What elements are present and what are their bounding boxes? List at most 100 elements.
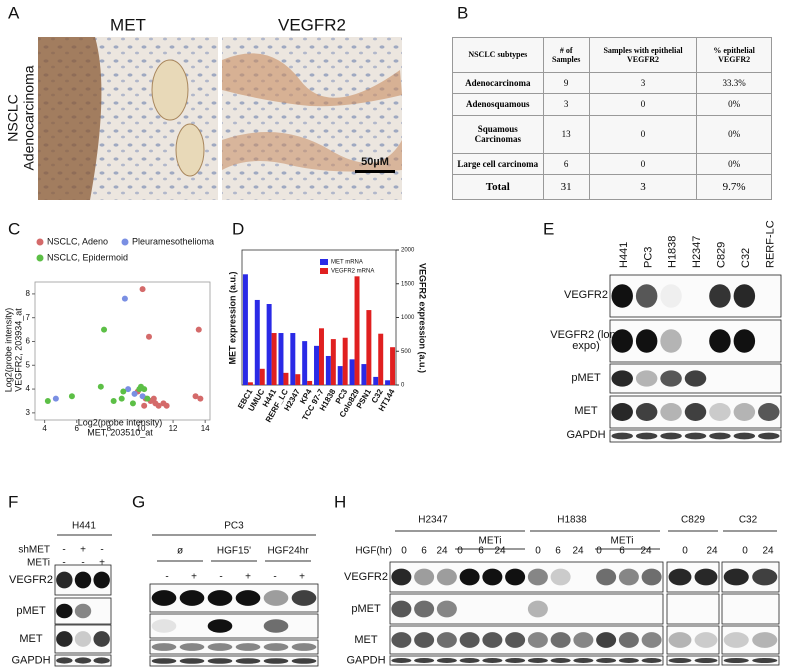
band [573,632,594,648]
table-cell: Adenosquamous [452,93,544,116]
bar [254,299,260,385]
band [436,600,457,618]
band [694,657,718,664]
row-label: NSCLC [5,94,21,141]
band [179,590,205,606]
x-tick-label: 6 [75,424,80,433]
bar [378,333,384,385]
x-tick-label: 10 [137,424,146,433]
time: 6 [478,546,484,557]
time: 24 [572,546,584,557]
cell-line-label: C829 [681,515,705,526]
point [136,386,143,393]
bar [354,276,360,385]
lane-label: H1838 [667,236,679,268]
band [207,643,233,651]
sign: - [62,545,65,556]
panel-label: G [132,492,145,511]
band [611,284,633,308]
band [505,657,526,664]
band [635,432,658,440]
bar [259,368,265,385]
legend-marker [36,238,44,246]
row-label: MET [354,634,378,646]
point [68,393,75,400]
blot [666,593,720,625]
band [459,657,480,664]
cell-line-label: H1838 [557,515,587,526]
band [414,632,435,648]
band [758,403,780,421]
band [684,403,707,421]
band [641,568,662,586]
legend-marker [36,254,44,262]
row-label: Adenocarcinoma [21,65,37,170]
y-tick-label: 5 [26,360,31,369]
bar [366,310,372,385]
blot [389,655,664,666]
band [482,568,503,586]
blot [149,655,319,667]
table-cell: 3 [542,93,590,116]
stain-label: VEGFR2 [278,15,346,34]
legend-swatch [320,268,328,274]
band [151,658,177,664]
band [758,432,780,440]
band [291,643,317,651]
x-tick-label: 4 [42,424,47,433]
legend-marker [121,238,129,246]
table-cell: 0 [588,114,698,154]
panel-label: B [457,3,468,22]
y-axis-label: MET expression (a.u.) [227,271,237,364]
point [197,395,204,402]
band [263,643,289,651]
band [635,329,658,353]
band [207,619,233,633]
time: 0 [535,546,541,557]
band [733,432,756,440]
y-tick-label: 7 [26,313,31,322]
band [752,568,778,586]
y-tick-label: 8 [26,289,31,298]
band [207,658,233,664]
y-tick-label: 6 [26,337,31,346]
band [207,590,233,606]
table-cell: 0% [696,93,772,116]
row-label: VEGFR2 [563,289,608,301]
band [635,370,658,387]
row-label: GAPDH [566,429,606,441]
band [151,590,177,606]
point [118,395,125,402]
time: 6 [555,546,561,557]
group-label: ø [177,546,183,557]
row-label: GAPDH [346,654,385,666]
band [527,657,548,664]
band [752,657,778,664]
bar [271,333,277,385]
x-tick-label: 8 [107,424,112,433]
point [97,383,104,390]
band [482,632,503,648]
point [52,395,59,402]
band [505,568,526,586]
legend-label: Pleuramesothelioma [132,236,214,246]
bar [314,345,319,385]
time: 24 [762,546,774,557]
panel-label: D [232,219,244,238]
band [709,432,731,440]
bar [283,372,289,385]
blot [389,593,664,625]
inhibitor-label: METi [479,536,502,547]
band [611,370,633,387]
table-cell: 3 [588,174,698,200]
condition-label: METi [27,558,50,569]
y2-tick-label: 2000 [401,248,415,254]
table-cell: # of Samples [542,37,590,73]
band [263,658,289,664]
point [129,400,136,407]
group-label: HGF24hr [267,546,309,557]
cell-line-label: C32 [739,515,758,526]
table-row: NSCLC subtypes # of Samples Samples with e… [452,37,772,73]
band [550,632,571,648]
